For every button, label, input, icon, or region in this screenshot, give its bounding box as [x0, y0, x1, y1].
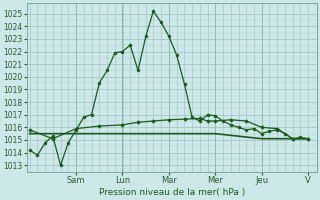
X-axis label: Pression niveau de la mer( hPa ): Pression niveau de la mer( hPa ) [99, 188, 245, 197]
